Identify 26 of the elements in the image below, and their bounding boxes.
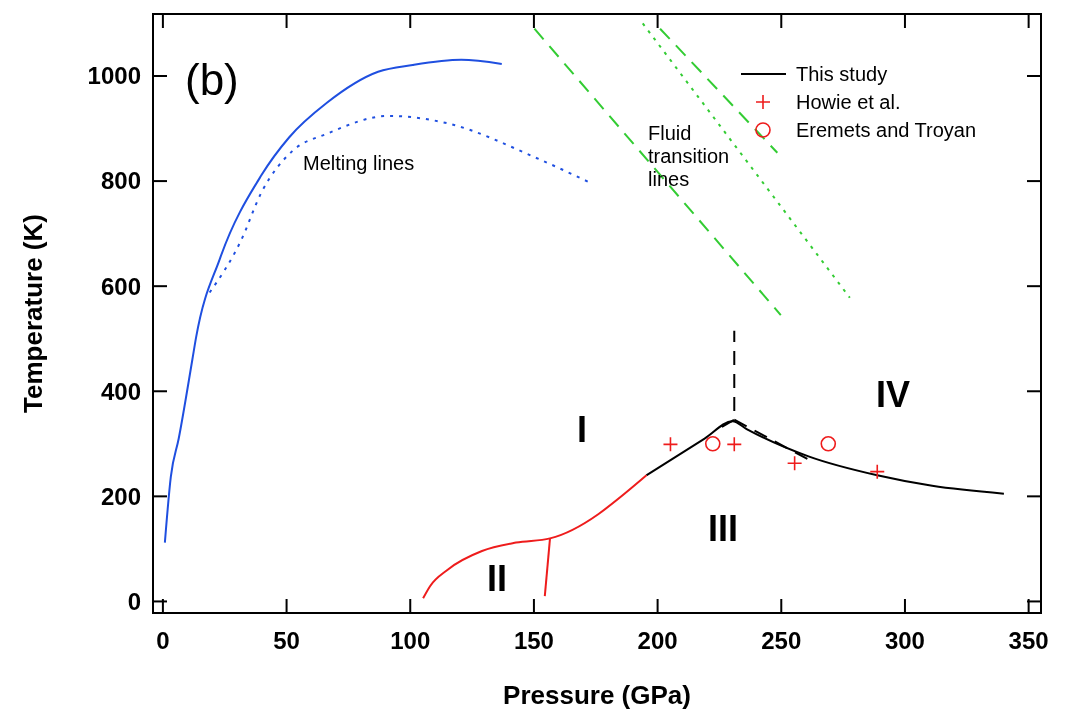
annotation: II [486, 557, 508, 599]
legend-label: Howie et al. [796, 91, 901, 113]
annotation: IV [875, 373, 911, 415]
y-tick-label: 1000 [87, 62, 141, 90]
x-axis-title: Pressure (GPa) [503, 680, 691, 710]
y-tick-label: 800 [100, 167, 141, 195]
x-tick-label: 350 [1008, 627, 1049, 654]
x-tick-label: 300 [884, 627, 925, 654]
legend-label: This study [796, 63, 888, 85]
y-axis-title: Temperature (K) [18, 214, 48, 413]
annotation: Melting lines [303, 152, 415, 174]
x-tick-label: 100 [390, 627, 431, 654]
legend-label: Eremets and Troyan [796, 119, 977, 141]
annotation: I [576, 408, 588, 450]
x-tick-label: 50 [273, 627, 300, 654]
y-tick-label: 400 [100, 377, 141, 405]
x-tick-label: 250 [761, 627, 802, 654]
x-tick-label: 0 [156, 627, 170, 654]
x-tick-label: 200 [637, 627, 678, 654]
y-tick-label: 200 [100, 482, 141, 510]
annotation: III [707, 507, 739, 549]
annotation: (b) [185, 55, 239, 104]
x-tick-label: 150 [513, 627, 554, 654]
y-tick-label: 600 [100, 272, 141, 300]
annotation: Fluid transition lines [648, 122, 730, 190]
y-tick-label: 0 [127, 587, 141, 615]
